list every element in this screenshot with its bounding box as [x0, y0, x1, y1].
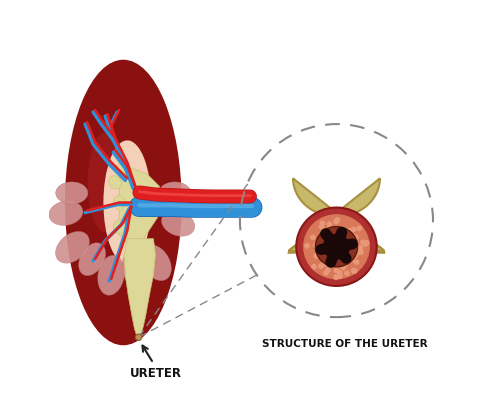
Circle shape — [350, 232, 356, 238]
Circle shape — [321, 237, 326, 242]
Circle shape — [315, 240, 320, 246]
Circle shape — [337, 256, 342, 262]
Circle shape — [336, 270, 342, 276]
Ellipse shape — [78, 243, 106, 275]
Circle shape — [324, 252, 330, 258]
Ellipse shape — [303, 214, 370, 279]
Circle shape — [363, 241, 368, 247]
Polygon shape — [288, 178, 384, 253]
Circle shape — [356, 249, 362, 255]
Circle shape — [320, 220, 325, 226]
Polygon shape — [120, 166, 160, 243]
Circle shape — [320, 261, 326, 267]
Circle shape — [356, 226, 362, 231]
Circle shape — [350, 268, 356, 273]
Circle shape — [322, 233, 328, 239]
Circle shape — [332, 262, 337, 268]
Ellipse shape — [323, 234, 350, 259]
Circle shape — [352, 268, 358, 274]
Circle shape — [311, 264, 317, 270]
Circle shape — [340, 264, 346, 271]
Circle shape — [304, 243, 310, 249]
Circle shape — [313, 243, 318, 249]
Circle shape — [358, 245, 364, 251]
Circle shape — [336, 256, 342, 262]
Circle shape — [333, 274, 339, 280]
Ellipse shape — [122, 251, 147, 288]
Ellipse shape — [56, 231, 90, 263]
Ellipse shape — [98, 255, 124, 295]
Ellipse shape — [142, 245, 172, 281]
Ellipse shape — [296, 207, 376, 286]
Circle shape — [330, 258, 336, 264]
Circle shape — [324, 257, 330, 262]
Circle shape — [352, 253, 358, 259]
Ellipse shape — [158, 182, 191, 204]
Circle shape — [349, 255, 354, 261]
Circle shape — [136, 334, 142, 341]
Circle shape — [360, 239, 366, 245]
Circle shape — [322, 249, 328, 255]
Circle shape — [318, 224, 324, 230]
Ellipse shape — [113, 220, 126, 234]
Circle shape — [314, 253, 319, 259]
Polygon shape — [124, 239, 156, 335]
Circle shape — [321, 246, 327, 252]
Circle shape — [338, 254, 344, 260]
Circle shape — [325, 267, 331, 273]
Ellipse shape — [56, 182, 88, 204]
Circle shape — [334, 217, 340, 223]
Circle shape — [342, 262, 347, 268]
Circle shape — [322, 260, 328, 266]
Circle shape — [316, 243, 322, 249]
Ellipse shape — [316, 227, 358, 267]
Circle shape — [318, 263, 324, 269]
Ellipse shape — [88, 132, 122, 232]
Circle shape — [342, 249, 347, 255]
Circle shape — [342, 250, 347, 256]
Ellipse shape — [116, 163, 131, 177]
Circle shape — [323, 270, 329, 276]
Circle shape — [339, 229, 344, 235]
Ellipse shape — [65, 60, 182, 345]
Ellipse shape — [109, 176, 122, 189]
Ellipse shape — [104, 141, 151, 264]
Circle shape — [353, 234, 359, 240]
Circle shape — [324, 242, 330, 247]
Ellipse shape — [49, 201, 83, 225]
Circle shape — [326, 221, 332, 227]
Circle shape — [310, 234, 316, 240]
Circle shape — [345, 243, 350, 249]
Circle shape — [334, 267, 339, 273]
Circle shape — [328, 238, 345, 256]
Circle shape — [320, 229, 326, 235]
Text: URETER: URETER — [130, 367, 182, 380]
Circle shape — [358, 249, 364, 255]
Circle shape — [337, 273, 343, 279]
Circle shape — [320, 244, 326, 250]
Circle shape — [318, 241, 324, 246]
Circle shape — [336, 230, 342, 235]
Circle shape — [354, 259, 360, 265]
Circle shape — [339, 232, 345, 237]
Circle shape — [333, 219, 339, 224]
Circle shape — [326, 249, 331, 255]
Circle shape — [356, 248, 362, 254]
Circle shape — [330, 256, 336, 262]
Circle shape — [349, 257, 354, 262]
Circle shape — [326, 252, 332, 257]
Circle shape — [353, 251, 359, 257]
Circle shape — [350, 226, 356, 232]
Circle shape — [326, 262, 331, 268]
Ellipse shape — [162, 211, 194, 236]
Circle shape — [364, 240, 370, 246]
Circle shape — [348, 251, 354, 256]
Circle shape — [336, 227, 342, 233]
Circle shape — [346, 228, 352, 234]
Ellipse shape — [114, 196, 125, 209]
Circle shape — [344, 271, 350, 276]
Text: STRUCTURE OF THE URETER: STRUCTURE OF THE URETER — [262, 339, 428, 349]
